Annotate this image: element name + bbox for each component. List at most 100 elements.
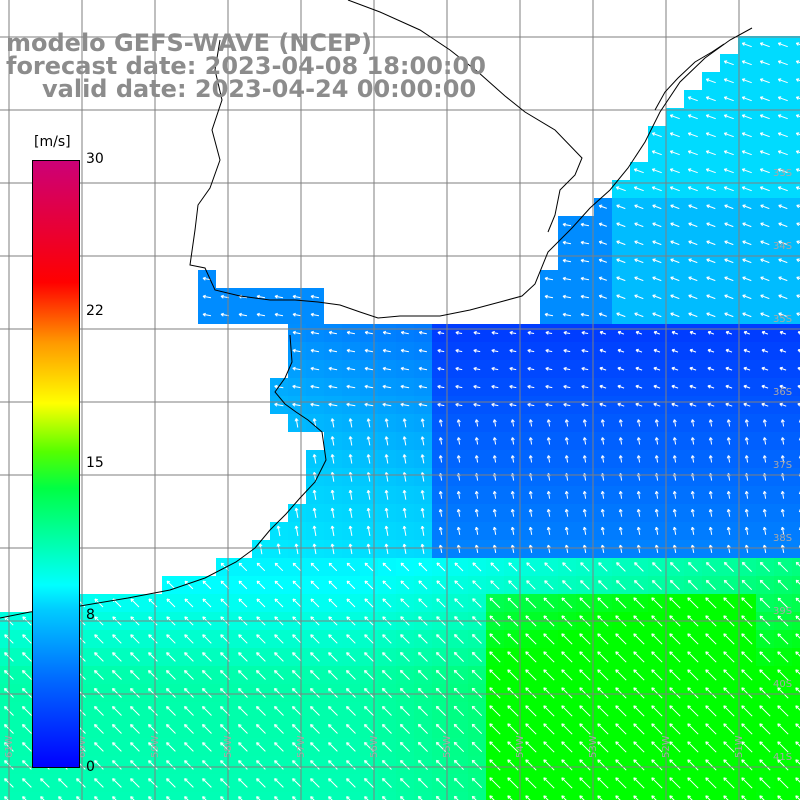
wind-arrow (669, 777, 681, 789)
wind-speed-cell (108, 792, 126, 800)
wind-arrow (723, 78, 734, 84)
wind-arrow (777, 741, 789, 753)
wind-arrow (364, 778, 374, 788)
wind-arrow (292, 724, 302, 734)
wind-arrow (525, 651, 537, 663)
wind-arrow (741, 96, 752, 102)
wind-arrow (382, 652, 392, 662)
wind-arrow (633, 777, 645, 789)
wind-arrow (760, 222, 770, 228)
wind-arrow (292, 742, 302, 752)
wind-arrow (687, 687, 699, 699)
wind-speed-cell (324, 792, 342, 800)
wind-arrow (310, 724, 320, 734)
wind-speed-cell (792, 288, 800, 306)
wind-arrow (310, 688, 320, 698)
wind-arrow (202, 670, 212, 680)
wind-arrow (634, 580, 644, 590)
latitude-label: 40S (773, 679, 792, 690)
wind-speed-cell (234, 792, 252, 800)
wind-arrow (669, 651, 681, 663)
wind-arrow (687, 150, 698, 156)
wind-arrow (435, 669, 446, 680)
wind-speed-cell (792, 738, 800, 756)
wind-arrow (759, 561, 770, 572)
wind-arrow (581, 330, 589, 335)
wind-arrow (545, 384, 553, 389)
wind-arrow (489, 633, 501, 645)
wind-arrow (346, 706, 356, 716)
wind-arrow (418, 366, 428, 371)
colorbar-tick: 15 (86, 455, 104, 471)
wind-arrow (274, 294, 284, 299)
wind-arrow (743, 348, 751, 353)
wind-arrow (760, 276, 770, 282)
wind-arrow (759, 723, 771, 735)
wind-arrow (725, 402, 733, 407)
wind-arrow (490, 562, 500, 572)
wind-arrow (382, 402, 392, 407)
wind-arrow (761, 384, 769, 389)
wind-arrow (706, 276, 716, 282)
wind-arrow (400, 384, 410, 389)
wind-speed-cell (792, 180, 800, 198)
wind-arrow (256, 652, 266, 662)
wind-arrow (310, 796, 315, 800)
wind-arrow (544, 562, 554, 572)
wind-arrow (510, 526, 515, 535)
wind-arrow (312, 489, 317, 500)
wind-arrow (453, 687, 465, 699)
wind-arrow (723, 168, 734, 174)
latitude-label: 38S (773, 533, 792, 544)
wind-arrow (292, 312, 302, 317)
wind-arrow (256, 742, 266, 752)
wind-arrow (292, 562, 302, 572)
wind-arrow (418, 384, 428, 389)
wind-arrow (651, 597, 663, 609)
wind-arrow (382, 348, 391, 353)
wind-arrow (130, 724, 140, 734)
wind-arrow (471, 741, 483, 753)
wind-arrow (400, 402, 410, 407)
wind-arrow (777, 795, 783, 800)
wind-arrow (310, 778, 320, 788)
wind-arrow (274, 652, 284, 662)
wind-arrow (671, 348, 679, 353)
wind-arrow (562, 294, 572, 299)
wind-arrow (744, 508, 749, 517)
wind-arrow (562, 276, 572, 281)
wind-arrow (597, 795, 603, 800)
colorbar-gradient (32, 160, 80, 768)
wind-arrow (292, 366, 302, 371)
wind-arrow (507, 687, 519, 699)
wind-arrow (615, 795, 621, 800)
wind-arrow (652, 258, 662, 264)
wind-arrow (294, 507, 299, 518)
wind-arrow (274, 312, 284, 317)
wind-arrow (633, 597, 645, 609)
wind-speed-cell (792, 396, 800, 414)
wind-arrow (669, 687, 681, 699)
wind-arrow (562, 222, 572, 227)
wind-arrow (328, 760, 338, 770)
wind-arrow (670, 258, 680, 264)
wind-arrow (456, 419, 461, 427)
wind-arrow (474, 490, 479, 499)
wind-arrow (453, 723, 465, 735)
wind-arrow (330, 525, 335, 537)
wind-arrow (582, 455, 587, 463)
wind-arrow (669, 669, 681, 681)
wind-arrow (507, 777, 519, 789)
wind-arrow (492, 544, 497, 553)
wind-arrow (634, 258, 644, 264)
wind-arrow (546, 490, 551, 499)
wind-arrow (615, 633, 627, 645)
wind-arrow (687, 651, 699, 663)
wind-arrow (436, 652, 446, 662)
wind-arrow (348, 507, 353, 518)
wind-arrow (402, 543, 407, 554)
wind-speed-cell (792, 126, 800, 144)
wind-speed-cell (792, 414, 800, 432)
wind-arrow (726, 508, 731, 517)
wind-arrow (184, 796, 189, 800)
